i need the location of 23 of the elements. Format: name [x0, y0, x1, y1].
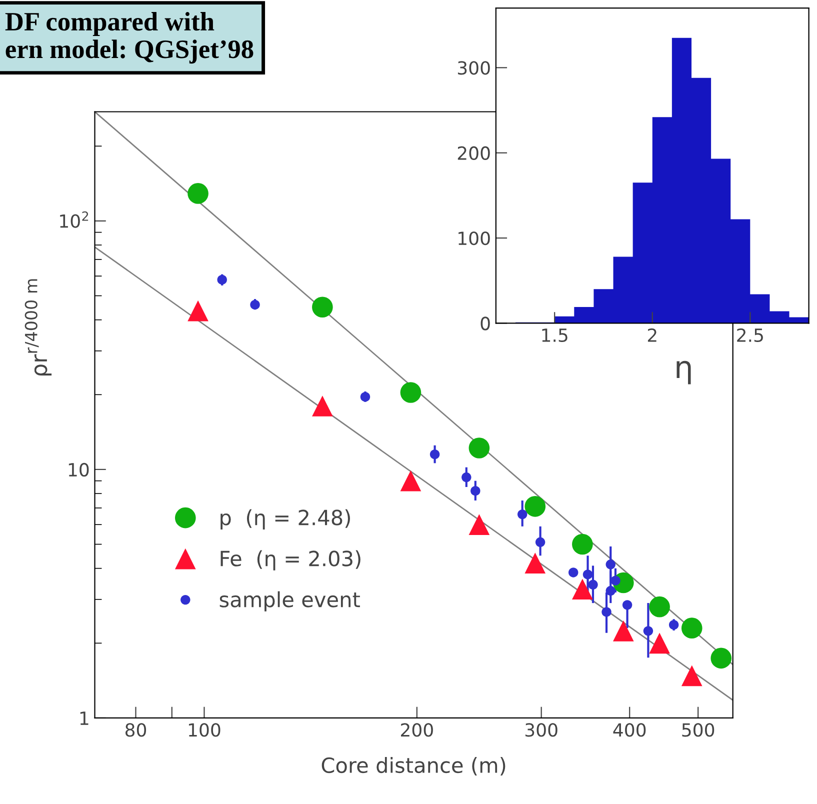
x-tick-label: 500 [682, 723, 714, 737]
x-tick-label: 400 [613, 723, 646, 737]
x-tick-label: 1.5 [542, 328, 568, 342]
y-tick-label: 200 [458, 146, 490, 160]
y-tick-label: 0 [480, 316, 490, 330]
x-tick-label: 2 [648, 328, 656, 342]
x-tick-label: 200 [401, 723, 433, 737]
y-tick-label: 10$^{2}$ [60, 211, 88, 228]
x-tick-label: 300 [525, 723, 558, 737]
x-tick-label: 2.5 [737, 328, 763, 342]
x-tick-label: 100 [188, 723, 220, 737]
y-tick-label: 300 [458, 61, 490, 75]
x-tick-label: 80 [125, 723, 146, 737]
y-axis-title: ρrr/4000 m [24, 279, 52, 376]
legend-label: Fe (η = 2.03) [220, 550, 360, 570]
y-tick-label: 10 [68, 462, 89, 477]
y-tick-label: 1 [80, 712, 88, 725]
x-axis-title: η [676, 360, 691, 384]
legend-label: p (η = 2.48) [220, 509, 350, 530]
legend-label: sample event [220, 591, 360, 612]
y-tick-label: 100 [458, 231, 490, 246]
chart-title: DF compared with ern model: QGSjet’98 [5, 12, 254, 64]
x-axis-title: Core distance (m) [322, 756, 506, 776]
